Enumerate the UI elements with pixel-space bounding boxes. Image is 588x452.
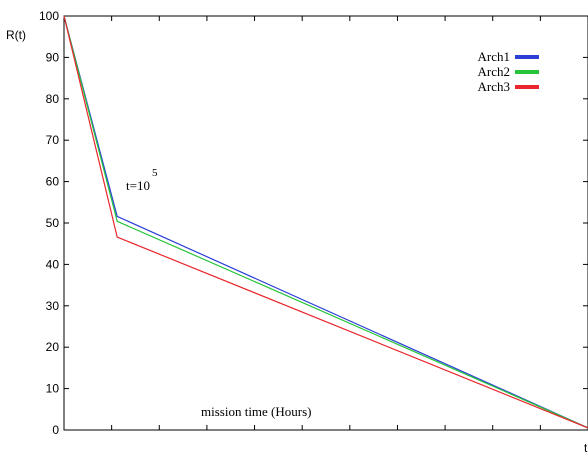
y-tick-label: 70 [46, 133, 60, 147]
y-axis-label: R(t) [6, 28, 26, 42]
y-tick-label: 0 [52, 423, 59, 437]
legend-label-arch3: Arch3 [478, 79, 511, 94]
y-tick-label: 80 [46, 92, 60, 106]
annotation-exponent: 5 [152, 167, 158, 179]
series-line-arch3 [63, 15, 588, 429]
y-tick-label: 90 [46, 50, 60, 64]
y-tick-label: 30 [46, 299, 60, 313]
y-tick-label: 60 [46, 175, 60, 189]
y-tick-label: 40 [46, 257, 60, 271]
legend-swatch-arch1 [515, 55, 539, 59]
x-axis-label: mission time (Hours) [201, 404, 312, 419]
legend-label-arch2: Arch2 [478, 64, 511, 79]
x-axis-end-label: t [584, 441, 588, 452]
legend-swatch-arch2 [515, 70, 539, 74]
y-tick-label: 20 [46, 340, 60, 354]
axes: 0 10 20 30 40 50 60 70 80 90 100 [39, 9, 588, 437]
annotation: t=10 5 [126, 167, 158, 193]
annotation-base: t=10 [126, 178, 150, 193]
y-tick-label: 10 [46, 382, 60, 396]
legend-label-arch1: Arch1 [478, 49, 511, 64]
y-tick-label: 50 [46, 216, 60, 230]
y-tick-label: 100 [39, 9, 59, 23]
series-lines [63, 15, 588, 429]
legend-swatch-arch3 [515, 85, 539, 89]
series-line-arch2 [63, 15, 588, 429]
